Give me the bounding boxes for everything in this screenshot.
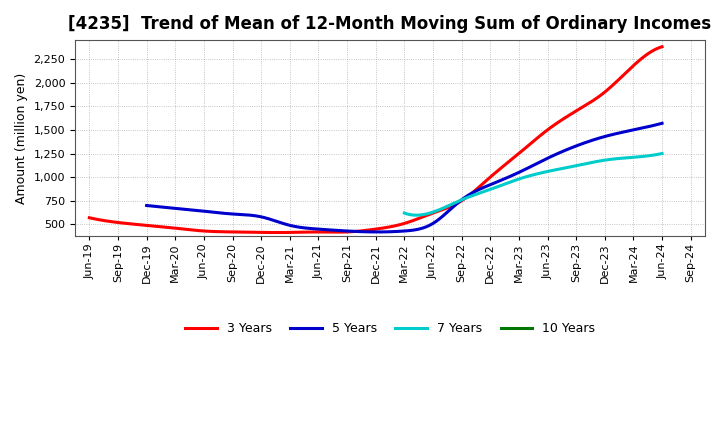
Title: [4235]  Trend of Mean of 12-Month Moving Sum of Ordinary Incomes: [4235] Trend of Mean of 12-Month Moving … xyxy=(68,15,711,33)
Y-axis label: Amount (million yen): Amount (million yen) xyxy=(15,73,28,204)
Legend: 3 Years, 5 Years, 7 Years, 10 Years: 3 Years, 5 Years, 7 Years, 10 Years xyxy=(180,317,600,340)
